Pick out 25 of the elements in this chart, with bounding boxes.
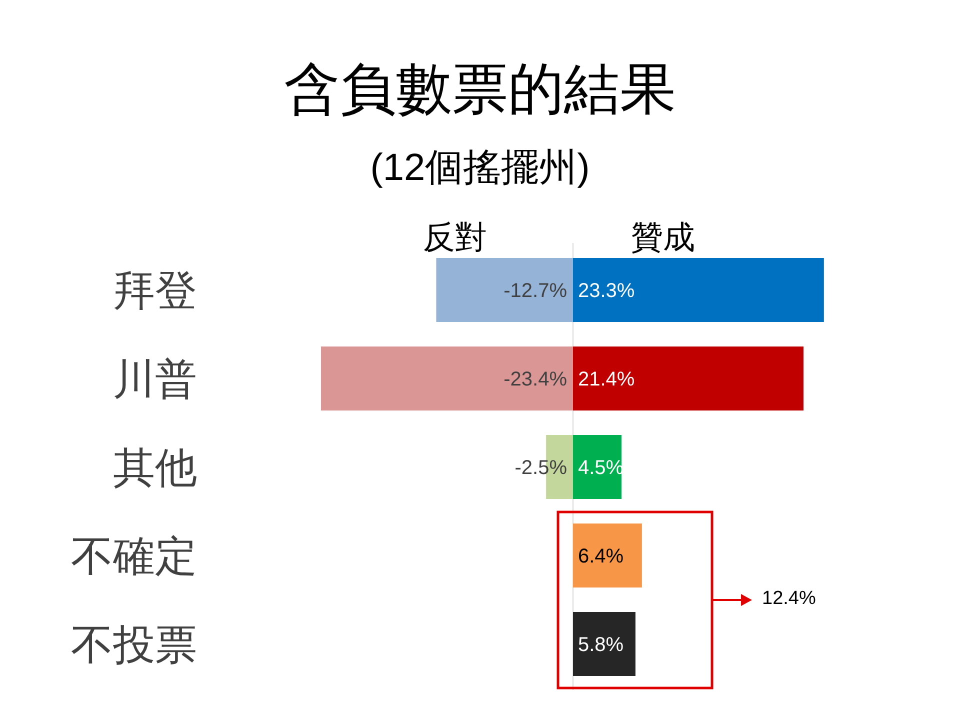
bar: [321, 346, 573, 410]
bar: [573, 612, 636, 676]
y-tick-label: 川普: [113, 356, 197, 402]
bar: [573, 258, 824, 322]
y-tick-label: 其他: [113, 444, 197, 491]
series-label: 反對: [423, 219, 487, 255]
data-label: 5.8%: [578, 634, 624, 656]
bar: [573, 524, 642, 588]
series-label: 贊成: [631, 219, 695, 255]
data-label: 4.5%: [578, 457, 624, 479]
data-label: 23.3%: [578, 280, 635, 302]
y-tick-label: 不投票: [71, 621, 197, 668]
data-label: 6.4%: [578, 546, 624, 568]
y-tick-label: 拜登: [113, 267, 197, 314]
data-label: -23.4%: [504, 368, 568, 390]
annotation: 12.4%: [762, 588, 816, 609]
bar: [436, 258, 573, 322]
data-label: -12.7%: [504, 280, 568, 302]
y-tick-label: 不確定: [71, 532, 197, 580]
bar: [573, 435, 622, 499]
bar: [573, 346, 804, 410]
chart-subtitle: (12個搖擺州): [370, 147, 590, 189]
chart-title: 含負數票的結果: [284, 57, 676, 120]
data-label: -2.5%: [514, 457, 568, 479]
data-label: 21.4%: [578, 368, 635, 390]
